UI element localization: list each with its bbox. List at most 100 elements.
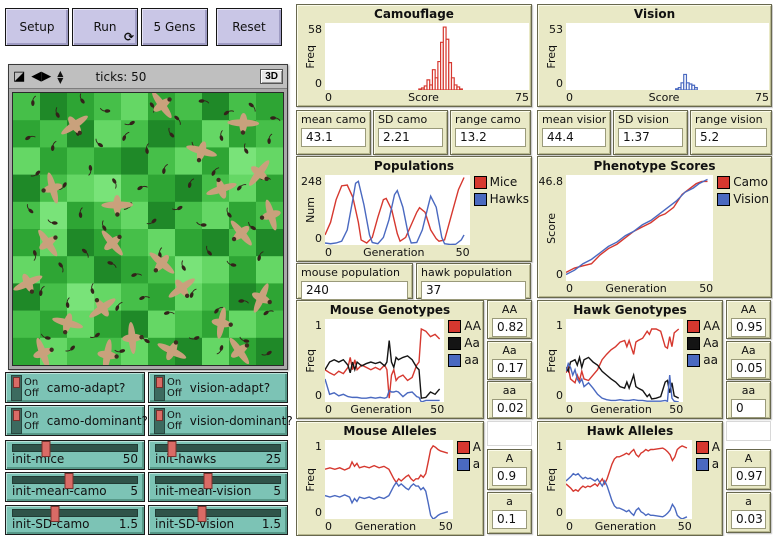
slider-label: init-SD-vision [155,517,235,531]
allele-a-legend-swatch [695,457,709,471]
slider-knob[interactable] [197,506,207,522]
slider-init-mean-camo[interactable]: init-mean-camo 5 [5,472,145,502]
reset-button[interactable]: Reset [216,8,282,46]
monitor-mouse-AA: AA 0.82 [487,300,532,339]
vision-legend-swatch [717,192,731,206]
switch-knob[interactable] [13,409,20,421]
monitor-label: aa [741,384,756,397]
slider-value: 1.5 [261,517,281,531]
y-max-tick: 1 [315,319,322,332]
monitor-mouse-Aa: Aa 0.17 [487,341,532,380]
view-3d-button[interactable]: 3D [260,69,283,84]
switch-track[interactable] [11,374,22,401]
x-max-tick: 75 [755,91,769,104]
slider-groove[interactable] [12,473,138,489]
vision-plot: Vision 53 Freq 0 0 Score 75 [537,4,772,107]
hawks-legend-swatch [473,192,487,206]
phenotype-scores-plot: Phenotype Scores 46.8 Score 0 Camo Vision … [537,156,772,298]
monitor-range-camo: range camo 13.2 [450,110,531,155]
slider-knob[interactable] [50,506,60,522]
resize-icon: ◪ [13,69,26,84]
x-axis-label: Generation [605,282,667,295]
monitor-label: a [745,495,752,508]
y-max-tick: 1 [556,440,563,453]
slider-groove[interactable] [12,441,138,457]
monitor-label: Aa [502,344,517,357]
camouflage-plot: Camouflage 58 Freq 0 0 Score 75 [296,4,532,107]
setup-button[interactable]: Setup [5,8,69,46]
switch-off-label: Off [167,387,182,399]
legend-label: aa [464,353,479,367]
slider-knob[interactable] [167,441,177,457]
monitor-label: SD camo [378,113,428,126]
slider-init-hawks[interactable]: init-hawks 25 [148,440,288,470]
switch-camo-dominant[interactable]: On Off camo-dominant? [5,405,148,436]
aa-rec-legend-swatch [448,353,462,367]
world-canvas[interactable] [12,92,284,366]
monitor-sd-camo: SD camo 2.21 [373,110,448,155]
plot-title: Populations [373,159,455,173]
y-axis-label: Freq [304,44,317,69]
five-gens-button[interactable]: 5 Gens [141,8,208,46]
slider-knob[interactable] [203,473,213,489]
monitor-mouse-A: A 0.9 [487,449,532,490]
legend-label: Hawks [489,192,529,206]
plot-legend: AA Aa aa [444,319,481,402]
switch-track[interactable] [11,407,22,434]
switch-knob[interactable] [156,409,163,421]
run-button[interactable]: Run ⟳ [72,8,138,46]
switch-knob[interactable] [13,376,20,388]
switch-vision-dominant[interactable]: On Off vision-dominant? [148,405,293,436]
switch-camo-adapt[interactable]: On Off camo-adapt? [5,372,145,403]
monitor-hawk-A: A 0.97 [726,449,771,490]
reset-button-label: Reset [232,20,266,34]
slider-label: init-hawks [155,452,217,466]
x-max-tick: 50 [699,282,714,295]
spacer-box [487,421,532,446]
slider-init-mice[interactable]: init-mice 50 [5,440,145,470]
x-max-tick: 50 [669,403,684,416]
slider-knob[interactable] [64,473,74,489]
legend-label: A [711,440,720,454]
slider-groove[interactable] [155,473,281,489]
y-min-tick: 0 [315,231,322,245]
switch-track[interactable] [154,407,165,434]
x-min-tick: 0 [325,403,332,416]
monitor-value: 13.2 [455,128,526,147]
plot-legend: A a [453,440,481,519]
world-view-widget: ◪ ◀▶ ▲ ▼ ticks: 50 3D [8,64,288,370]
monitor-label: Aa [741,344,756,357]
spacer-box [726,421,771,441]
slider-groove[interactable] [155,441,281,457]
vision-plot-area [566,23,769,90]
switch-vision-adapt[interactable]: On Off vision-adapt? [148,372,288,403]
y-min-tick: 0 [556,268,563,281]
x-axis-label: Generation [363,246,425,259]
slider-knob[interactable] [41,441,51,457]
slider-init-sd-vision[interactable]: init-SD-vision 1.5 [148,505,288,535]
slider-groove[interactable] [12,506,138,522]
world-svg [13,93,283,365]
allele-a-legend-swatch [456,457,470,471]
switch-track[interactable] [154,374,165,401]
monitor-label: mean camo [301,113,366,126]
monitor-label: SD vision [618,113,670,126]
ticks-counter: ticks: 50 [95,69,147,84]
x-min-tick: 0 [566,282,573,295]
monitor-value: 0.82 [492,318,527,337]
legend-label: a [711,457,720,471]
x-max-tick: 50 [430,403,445,416]
monitor-label: hawk population [421,266,513,279]
slider-label: init-SD-camo [12,517,90,531]
x-axis-label: Generation [350,403,412,416]
monitor-value: 240 [301,281,408,300]
slider-init-sd-camo[interactable]: init-SD-camo 1.5 [5,505,145,535]
slider-init-mean-vision[interactable]: init-mean-vision 5 [148,472,288,502]
switch-knob[interactable] [156,376,163,388]
x-axis-label: Score [408,91,439,104]
switch-label: vision-adapt? [189,380,271,395]
y-min-tick: 0 [556,506,563,519]
slider-groove[interactable] [155,506,281,522]
vertical-arrows-icon: ▲ ▼ [57,68,64,85]
monitor-range-vision: range vision 5.2 [690,110,772,155]
